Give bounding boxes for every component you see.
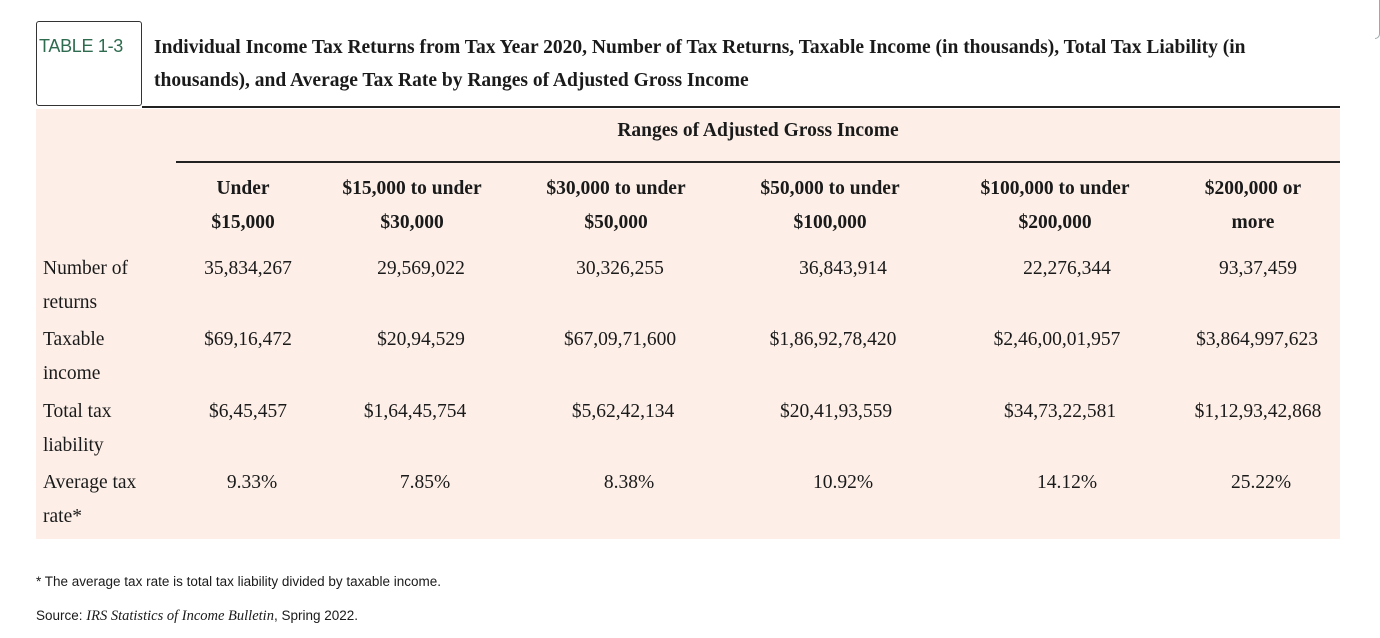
column-header: Under $15,000 [211,178,275,233]
table-cell: 8.38% [603,472,655,493]
table-cell: $1,64,45,754 [363,401,467,422]
column-header: $30,000 to under $50,000 [546,178,686,233]
table-cell: 25.22% [1230,472,1292,493]
row-label: Average tax rate* [43,472,137,527]
table-label-box: TABLE 1-3 [36,21,142,106]
table-cell: 30,326,255 [576,258,664,279]
caption-line-2: thousands), and Average Tax Rate by Rang… [154,70,749,91]
table-cell: 9.33% [226,472,278,493]
row-label: Total tax liability [43,401,112,456]
table-caption: Individual Income Tax Returns from Tax Y… [154,31,1334,97]
table-cell: $34,73,22,581 [1003,401,1117,422]
table-cell: $69,16,472 [204,329,292,350]
column-header: $100,000 to under $200,000 [980,178,1130,233]
table-cell: $5,62,42,134 [571,401,675,422]
group-header-divider [176,161,1340,163]
row-label: Number of returns [43,258,129,313]
table-cell: 93,37,459 [1219,258,1297,279]
table-cell: $1,12,93,42,868 [1194,401,1322,422]
column-header: $50,000 to under $100,000 [760,178,900,233]
source-title: IRS Statistics of Income Bulletin [86,608,274,624]
table-cell: 36,843,914 [799,258,887,279]
footnote: * The average tax rate is total tax liab… [36,574,441,589]
column-header: $200,000 or more [1204,178,1302,233]
column-header: $15,000 to under $30,000 [342,178,482,233]
table-cell: 10.92% [812,472,874,493]
table-cell: $1,86,92,78,420 [769,329,897,350]
table-cell: 35,834,267 [204,258,292,279]
scrollbar-edge[interactable] [1375,0,1380,39]
table-cell: 22,276,344 [1023,258,1111,279]
table-cell: $3,864,997,623 [1196,329,1318,350]
table-cell: $6,45,457 [209,401,287,422]
caption-line-1: Individual Income Tax Returns from Tax Y… [154,37,1246,58]
table-cell: $67,09,71,600 [563,329,677,350]
source-note: Source: IRS Statistics of Income Bulleti… [36,608,359,624]
group-header: Ranges of Adjusted Gross Income [617,120,899,141]
row-label: Taxable income [43,329,105,384]
table-cell: 7.85% [399,472,451,493]
table-cell: 14.12% [1036,472,1098,493]
table-panel [36,109,1340,539]
table-cell: $2,46,00,01,957 [993,329,1121,350]
caption-divider [142,106,1340,108]
table-label: TABLE 1-3 [39,36,124,56]
table-cell: 29,569,022 [377,258,465,279]
table-cell: $20,94,529 [377,329,465,350]
table-cell: $20,41,93,559 [779,401,893,422]
